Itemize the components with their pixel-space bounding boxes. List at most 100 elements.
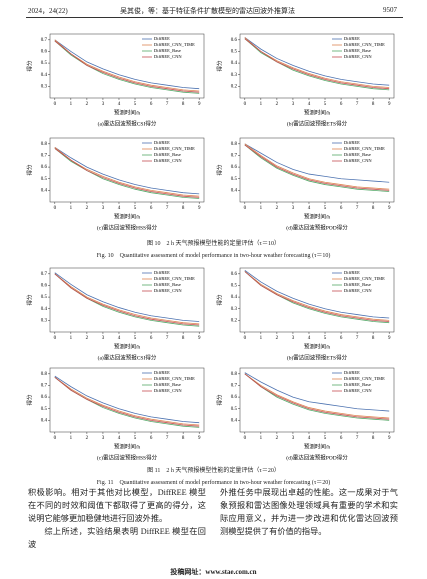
y-tick-label: 0.3 [41, 85, 48, 90]
x-tick-label: 2 [276, 102, 279, 107]
legend-label: DiffREE_CNN_TIME [344, 276, 385, 281]
legend-label: DiffREE_CNN_TIME [344, 376, 385, 381]
y-tick-label: 0.5 [231, 407, 238, 412]
y-tick-label: 0.6 [41, 165, 48, 170]
series-line [244, 271, 390, 321]
series-line [54, 376, 200, 426]
x-tick-label: 9 [388, 336, 391, 341]
x-tick-label: 8 [182, 102, 185, 107]
legend-label: DiffREE_Base [344, 382, 371, 387]
legend-label: DiffREE_CNN_TIME [154, 276, 195, 281]
series-line [54, 39, 200, 90]
x-tick-label: 1 [70, 102, 73, 107]
paragraph: 综上所述，实验结果表明 DiffREE 模型在回波 [28, 527, 206, 549]
x-tick-label: 0 [54, 336, 57, 341]
series-line [54, 148, 200, 199]
x-tick-label: 5 [324, 436, 327, 441]
legend-label: DiffREE [154, 36, 170, 41]
plot-frame [49, 33, 205, 99]
x-tick-label: 9 [388, 206, 391, 211]
x-axis-label: 预测时间/h [114, 212, 141, 220]
x-axis-label: 预测时间/h [304, 212, 331, 220]
series-line [244, 38, 390, 90]
x-tick-label: 7 [166, 206, 169, 211]
y-tick-label: 0.6 [231, 272, 238, 277]
y-tick-label: 0.6 [41, 284, 48, 289]
x-tick-label: 7 [356, 102, 359, 107]
y-axis-label: 得分 [215, 294, 223, 306]
y-tick-label: 0.5 [41, 177, 48, 182]
series-line [244, 38, 390, 91]
plot-frame [49, 137, 205, 203]
x-tick-label: 2 [276, 336, 279, 341]
chart: 0.4 0.5 0.6 0.7 0.8 0 1 2 3 4 5 6 7 8 9 预测时间/h 得分 (c)雷达回波… [25, 367, 205, 461]
x-axis-label: 预测时间/h [114, 108, 141, 116]
x-tick-label: 7 [356, 206, 359, 211]
x-tick-label: 6 [150, 102, 153, 107]
legend-label: DiffREE_CNN [154, 158, 182, 163]
y-tick-label: 0.8 [231, 142, 238, 147]
x-tick-label: 9 [198, 336, 201, 341]
subplot-caption: (d)雷达回波预报POD得分 [286, 223, 348, 231]
x-tick-label: 3 [102, 102, 105, 107]
legend-label: DiffREE_Base [154, 282, 181, 287]
body-column: 外推任务中展现出卓越的性能。这一成果对于气象预报和雷达图像处理领域具有重要的学术… [220, 486, 398, 538]
x-tick-label: 2 [276, 436, 279, 441]
plot-frame [239, 33, 395, 99]
figure-caption: 图 11 2 h 天气预报模型性能的定量评估（τ＝20） [147, 468, 280, 474]
legend-label: DiffREE_Base [154, 152, 181, 157]
x-tick-label: 1 [260, 336, 263, 341]
x-tick-label: 8 [182, 206, 185, 211]
y-tick-label: 0.7 [41, 272, 48, 277]
x-axis-label: 预测时间/h [114, 442, 141, 450]
legend-label: DiffREE_CNN_TIME [344, 42, 385, 47]
plot-frame [49, 367, 205, 433]
series-line [244, 270, 390, 319]
x-tick-label: 5 [324, 102, 327, 107]
series-line [54, 273, 200, 325]
y-tick-label: 0.6 [41, 50, 48, 55]
legend-label: DiffREE [344, 270, 360, 275]
footer: 投稿网址：www.stae.com.cn [170, 568, 257, 576]
paragraph: 外推任务中展现出卓越的性能。这一成果对于气象预报和雷达图像处理领域具有重要的学术… [220, 488, 398, 536]
y-axis-label: 得分 [25, 164, 33, 176]
x-tick-label: 1 [260, 436, 263, 441]
figure-caption-en: Fig. 11 Quantitative assessment of model… [96, 480, 331, 486]
x-tick-label: 3 [102, 336, 105, 341]
x-tick-label: 5 [134, 102, 137, 107]
x-tick-label: 3 [292, 206, 295, 211]
y-tick-label: 0.6 [231, 165, 238, 170]
x-tick-label: 3 [102, 206, 105, 211]
x-axis-label: 预测时间/h [304, 108, 331, 116]
y-tick-label: 0.6 [41, 395, 48, 400]
legend-label: DiffREE_Base [344, 48, 371, 53]
x-tick-label: 4 [118, 336, 121, 341]
series-line [244, 372, 390, 412]
y-tick-label: 0.5 [231, 177, 238, 182]
header-page: 9507 [383, 6, 397, 14]
y-tick-label: 0.7 [231, 384, 238, 389]
y-tick-label: 0.5 [231, 284, 238, 289]
y-tick-label: 0.8 [231, 372, 238, 377]
y-tick-label: 0.7 [41, 154, 48, 159]
series-line [244, 271, 390, 322]
x-tick-label: 1 [70, 436, 73, 441]
x-tick-label: 2 [86, 206, 89, 211]
legend-label: DiffREE_CNN_TIME [154, 376, 195, 381]
x-tick-label: 6 [150, 436, 153, 441]
x-tick-label: 4 [308, 436, 311, 441]
header-title: 吴其俊，等：基于特征条件扩散模型的雷达回波外推算法 [120, 7, 295, 15]
x-tick-label: 5 [324, 336, 327, 341]
x-tick-label: 4 [118, 206, 121, 211]
x-tick-label: 0 [244, 102, 247, 107]
x-tick-label: 3 [292, 336, 295, 341]
x-tick-label: 2 [86, 102, 89, 107]
series-line [244, 373, 390, 421]
y-axis-label: 得分 [25, 294, 33, 306]
x-tick-label: 3 [292, 102, 295, 107]
x-tick-label: 9 [198, 102, 201, 107]
y-axis-label: 得分 [215, 164, 223, 176]
y-tick-label: 0.5 [231, 50, 238, 55]
x-tick-label: 9 [388, 102, 391, 107]
x-tick-label: 7 [166, 436, 169, 441]
